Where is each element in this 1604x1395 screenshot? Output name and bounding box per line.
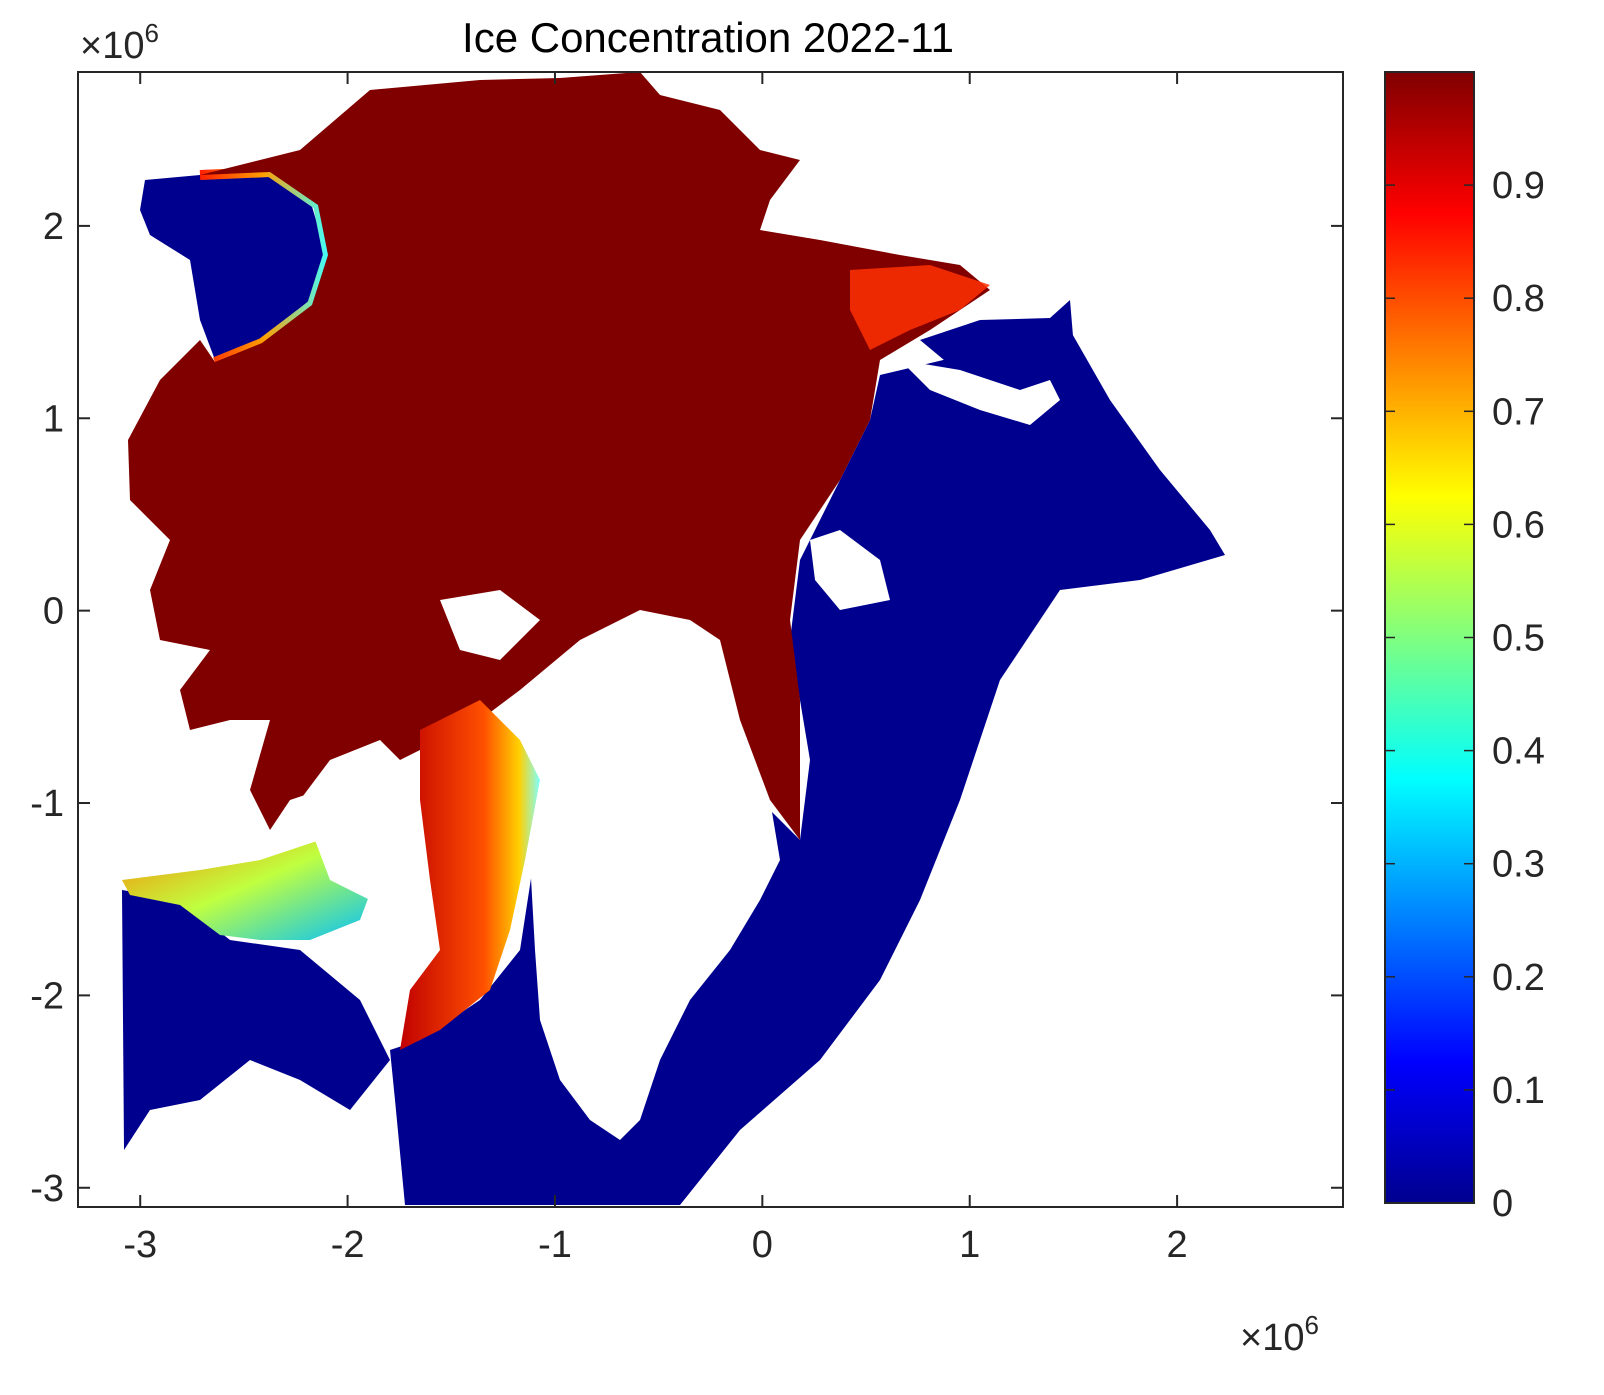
baffin-bay-ice	[400, 700, 540, 1050]
svalbard-land	[810, 530, 890, 610]
y-tick-label: 1	[43, 398, 64, 440]
open-water-beaufort	[140, 175, 325, 360]
y-exponent-label: ×106	[80, 18, 159, 67]
colorbar-tick-label: 0.3	[1492, 844, 1545, 886]
x-tick-label: -1	[538, 1224, 572, 1266]
y-tick-label: 2	[43, 206, 64, 248]
hudson-bay-ice	[122, 830, 375, 940]
y-tick-label: -1	[30, 783, 64, 825]
archipelago-land-1	[300, 740, 410, 900]
archipelago-land-2	[440, 590, 540, 660]
x-tick-label: 1	[959, 1224, 980, 1266]
x-exponent-label: ×106	[1240, 1310, 1319, 1359]
y-tick-label: -2	[30, 975, 64, 1017]
colorbar	[1384, 71, 1475, 1204]
y-axis: 2 1 0 -1 -2 -3	[30, 206, 1343, 1210]
colorbar-tick-label: 0.8	[1492, 278, 1545, 320]
x-tick-label: -3	[123, 1224, 157, 1266]
colorbar-tick-label: 0	[1492, 1183, 1513, 1225]
colorbar-axis: 0 0.1 0.2 0.3 0.4 0.5 0.6 0.7 0.8 0.9	[1385, 165, 1545, 1225]
colorbar-tick-label: 0.1	[1492, 1070, 1545, 1112]
central-arctic-pack	[128, 72, 990, 840]
x-tick-label: 0	[752, 1224, 773, 1266]
novaya-zemlya-land	[900, 360, 1060, 425]
colorbar-tick-label: 0.5	[1492, 618, 1545, 660]
x-tick-label: 2	[1167, 1224, 1188, 1266]
chart-title: Ice Concentration 2022-11	[462, 14, 954, 61]
axes-box	[77, 71, 1344, 1208]
greenland-land	[520, 610, 780, 1140]
y-tick-label: -3	[30, 1168, 64, 1210]
open-water-hudson	[122, 890, 390, 1150]
x-tick-label: -2	[331, 1224, 365, 1266]
x-axis: -3 -2 -1 0 1 2	[123, 72, 1188, 1266]
siberian-shelf-edge	[850, 265, 990, 350]
y-tick-label: 0	[43, 591, 64, 633]
colorbar-tick-label: 0.4	[1492, 731, 1545, 773]
colorbar-tick-label: 0.2	[1492, 957, 1545, 999]
colorbar-tick-label: 0.6	[1492, 504, 1545, 546]
ice-concentration-map	[122, 72, 1225, 1205]
colorbar-tick-label: 0.9	[1492, 165, 1545, 207]
colorbar-tick-label: 0.7	[1492, 391, 1545, 433]
open-water-kara	[920, 300, 1075, 390]
